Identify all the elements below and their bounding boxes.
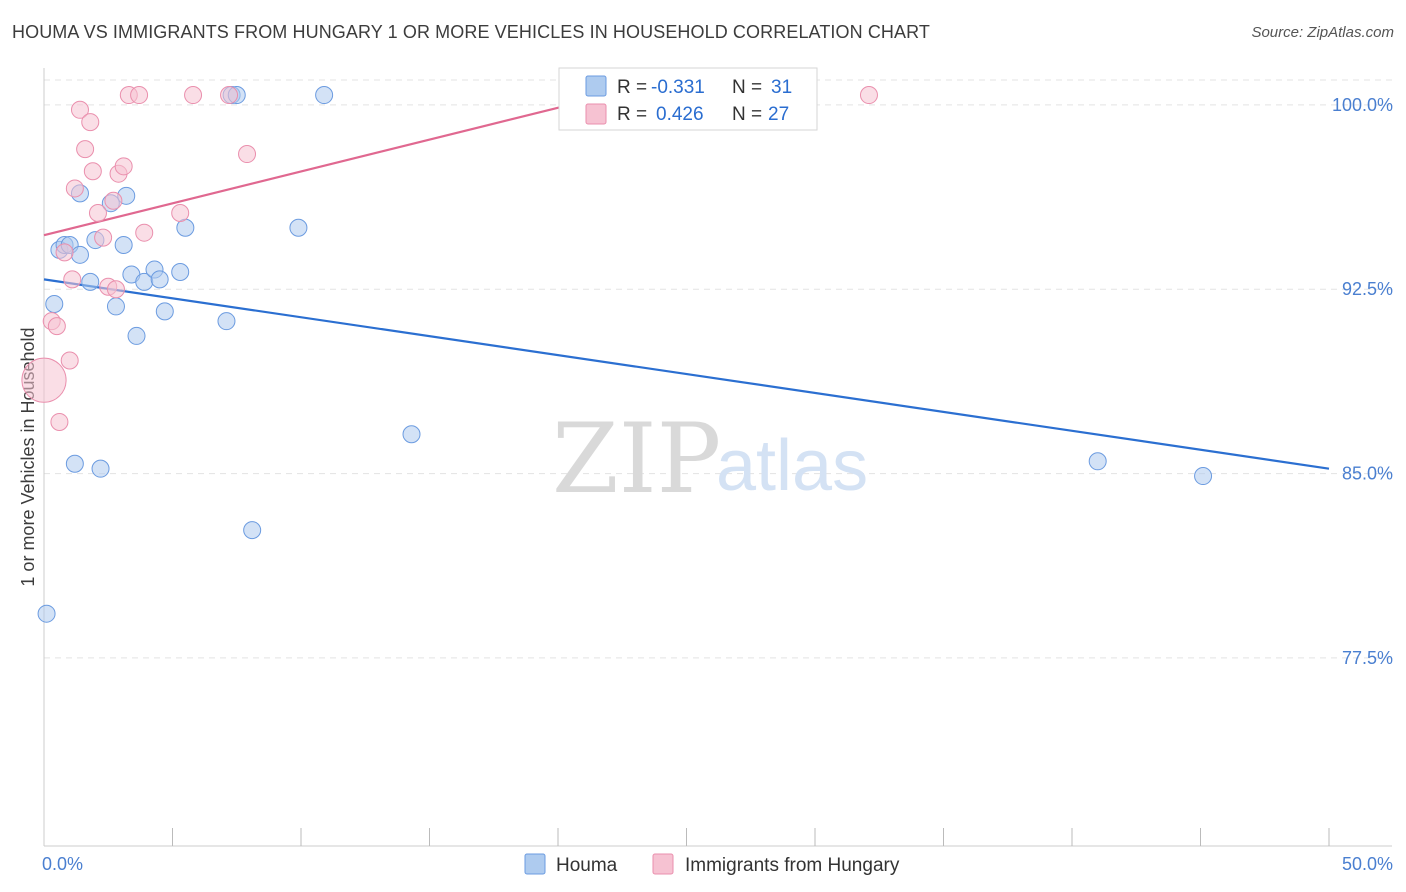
- bottom-legend-label-hungary: Immigrants from Hungary: [685, 855, 900, 876]
- data-point-hungary: [47, 317, 66, 336]
- legend-swatch-hungary: [585, 103, 607, 125]
- data-point-hungary: [21, 357, 67, 403]
- data-point-houma: [127, 326, 146, 345]
- data-point-houma: [65, 454, 84, 473]
- data-point-hungary: [70, 100, 89, 119]
- legend-swatch-houma: [585, 75, 607, 97]
- data-point-hungary: [63, 270, 82, 289]
- y-tick-label: 100.0%: [1332, 95, 1393, 115]
- trend-line-houma: [43, 278, 1330, 470]
- data-point-houma: [106, 297, 125, 316]
- data-point-houma: [289, 218, 308, 237]
- bottom-legend-label-houma: Houma: [556, 855, 618, 876]
- x-tick-label: 50.0%: [1342, 854, 1393, 874]
- data-point-houma: [243, 521, 262, 540]
- data-point-hungary: [83, 162, 102, 181]
- data-point-houma: [114, 235, 133, 254]
- data-point-houma: [217, 312, 236, 331]
- legend-r-value: 0.426: [656, 104, 704, 125]
- data-points: [21, 86, 1213, 623]
- data-point-houma: [81, 272, 100, 291]
- data-point-hungary: [859, 86, 878, 105]
- chart-title: HOUMA VS IMMIGRANTS FROM HUNGARY 1 OR MO…: [12, 22, 930, 42]
- trend-lines: [43, 93, 1330, 470]
- data-point-hungary: [50, 412, 69, 431]
- legend-r-label: R =: [617, 104, 647, 125]
- data-point-hungary: [238, 145, 257, 164]
- data-point-houma: [171, 263, 190, 282]
- y-tick-label: 92.5%: [1342, 279, 1393, 299]
- y-tick-label: 85.0%: [1342, 464, 1393, 484]
- bottom-legend-swatch-houma: [524, 853, 546, 875]
- legend: R = -0.331 N = 31 R = 0.426 N = 27: [558, 67, 818, 131]
- data-point-houma: [45, 294, 64, 313]
- watermark-zip: ZIP: [552, 403, 721, 515]
- data-point-hungary: [76, 140, 95, 159]
- data-point-hungary: [184, 86, 203, 105]
- data-point-houma: [1088, 452, 1107, 471]
- data-point-houma: [70, 245, 89, 264]
- data-point-hungary: [55, 243, 74, 262]
- data-point-hungary: [106, 280, 125, 299]
- trend-line-hungary: [43, 93, 610, 237]
- tick-labels: 100.0% 92.5% 85.0% 77.5% 0.0% 50.0%: [42, 95, 1393, 874]
- data-point-houma: [150, 270, 169, 289]
- data-point-houma: [37, 604, 56, 623]
- data-point-hungary: [220, 86, 239, 105]
- bottom-legend-swatch-hungary: [652, 853, 674, 875]
- legend-n-label: N =: [732, 77, 762, 98]
- bottom-legend: Houma Immigrants from Hungary: [524, 853, 900, 876]
- x-tick-label: 0.0%: [42, 854, 83, 874]
- legend-r-value: -0.331: [651, 77, 705, 98]
- data-point-hungary: [104, 191, 123, 210]
- data-point-houma: [155, 302, 174, 321]
- legend-n-value: 31: [771, 77, 792, 98]
- data-point-hungary: [94, 228, 113, 247]
- data-point-houma: [1194, 467, 1213, 486]
- data-point-hungary: [130, 86, 149, 105]
- data-point-hungary: [60, 351, 79, 370]
- data-point-hungary: [114, 157, 133, 176]
- data-point-hungary: [88, 204, 107, 223]
- data-point-houma: [315, 86, 334, 105]
- data-point-hungary: [135, 223, 154, 242]
- data-point-hungary: [81, 113, 100, 132]
- watermark: ZIP atlas: [552, 403, 868, 515]
- legend-n-value: 27: [768, 104, 789, 125]
- legend-n-label: N =: [732, 104, 762, 125]
- source-label: Source: ZipAtlas.com: [1251, 24, 1394, 41]
- data-point-houma: [91, 459, 110, 478]
- grid-lines: [44, 79, 1392, 659]
- legend-r-label: R =: [617, 77, 647, 98]
- data-point-hungary: [171, 204, 190, 223]
- data-point-houma: [402, 425, 421, 444]
- watermark-atlas: atlas: [716, 426, 868, 506]
- data-point-hungary: [65, 179, 84, 198]
- y-tick-label: 77.5%: [1342, 648, 1393, 668]
- axes: [43, 68, 1392, 847]
